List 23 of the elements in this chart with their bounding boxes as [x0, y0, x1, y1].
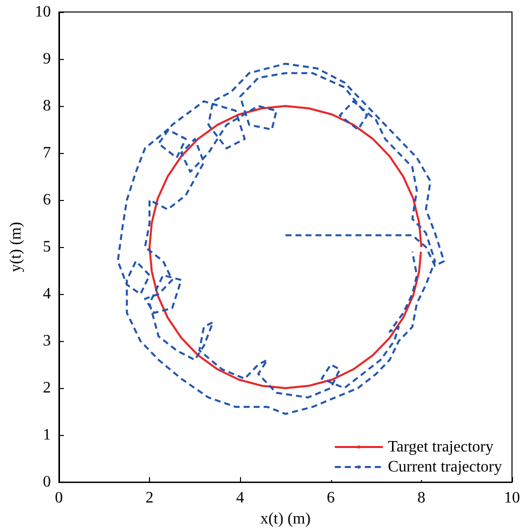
line-series: [116, 62, 446, 415]
y-tick-label: 10: [34, 4, 51, 20]
x-axis-title: x(t) (m): [260, 510, 311, 528]
x-tick-label: 2: [146, 490, 154, 507]
y-tick-label: 9: [42, 50, 51, 68]
y-axis-title: y(t) (m): [8, 222, 24, 272]
x-tick-label: 10: [504, 490, 520, 507]
y-tick-label: 1: [42, 426, 51, 444]
y-tick-label: 6: [42, 192, 51, 209]
legend-label: Target trajectory: [388, 438, 494, 456]
x-tick-label: 4: [236, 490, 244, 507]
y-tick-label: 5: [42, 238, 51, 256]
x-tick-label: 0: [54, 490, 63, 507]
x-tick-label: 8: [417, 490, 426, 507]
y-tick-label: 2: [42, 380, 51, 397]
legend-label: Current trajectory: [388, 458, 502, 476]
line-series: [148, 105, 422, 390]
y-tick-label: 7: [42, 144, 51, 162]
y-tick-label: 3: [42, 332, 51, 350]
y-tick-label: 8: [42, 98, 51, 115]
y-tick-label: 4: [42, 286, 51, 303]
x-tick-label: 6: [326, 490, 335, 507]
y-tick-label: 0: [42, 474, 51, 491]
